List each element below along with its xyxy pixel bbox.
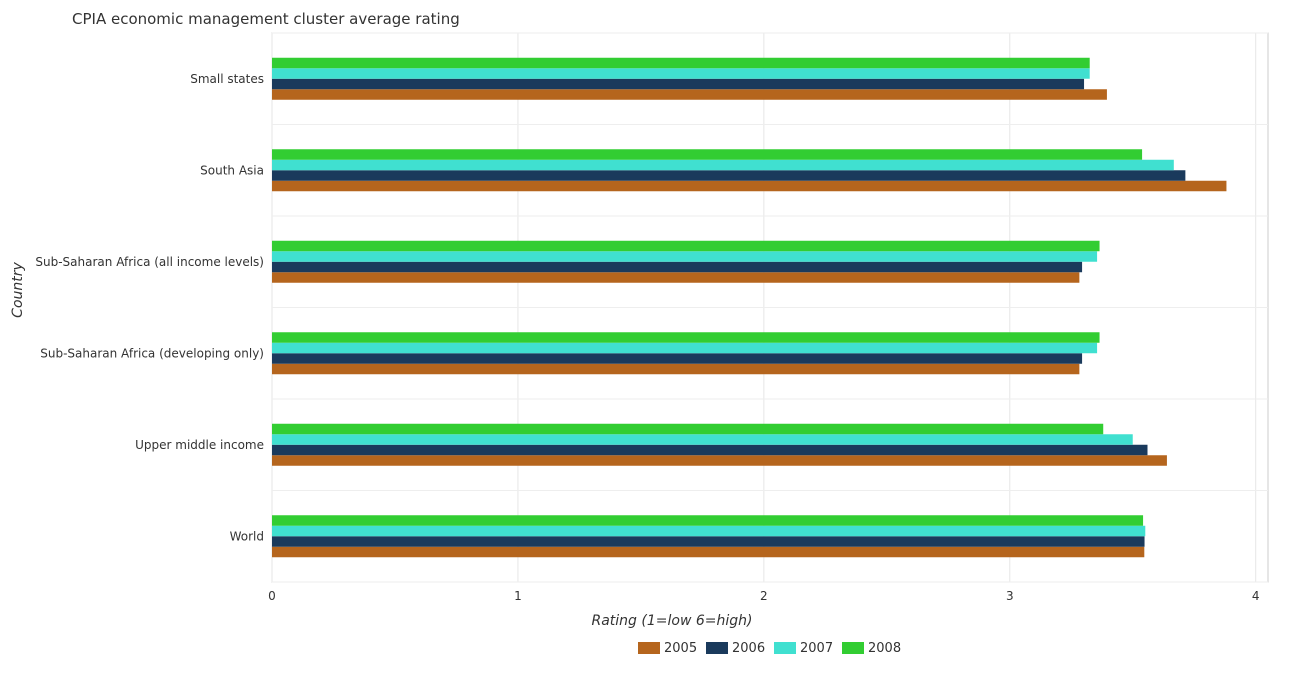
y-tick-labels: Small states South Asia Sub-Saharan Africa…: [35, 72, 264, 544]
bar-2006: [272, 444, 1148, 456]
bar-2008: [272, 423, 1104, 435]
legend-swatch: [706, 642, 728, 654]
x-tick-label: 1: [514, 589, 522, 603]
bar-2006: [272, 170, 1186, 181]
chart-title: CPIA economic management cluster average…: [72, 10, 460, 28]
plot-area: [271, 32, 1269, 583]
bar-2005: [272, 272, 1080, 283]
bar-2006: [272, 536, 1145, 547]
x-axis-title: Rating (1=low 6=high): [592, 613, 753, 629]
x-tick-label: 3: [1006, 589, 1014, 603]
bar-2008: [272, 515, 1144, 526]
legend: 2005 2006 2007 2008: [638, 641, 901, 656]
x-tick-label: 4: [1252, 589, 1260, 603]
bar-2006: [272, 353, 1083, 364]
bar-2006: [272, 78, 1085, 90]
bar-2005: [272, 363, 1080, 375]
bar-2007: [272, 525, 1146, 537]
legend-swatch: [842, 642, 864, 654]
bar-2008: [272, 240, 1100, 252]
bar-2007: [272, 434, 1133, 445]
y-tick-label: Sub-Saharan Africa (developing only): [40, 346, 264, 360]
y-tick-label: Small states: [190, 72, 264, 86]
x-tick-labels: 0 1 2 3 4: [268, 589, 1259, 603]
bar-2005: [272, 455, 1167, 466]
bar-2008: [272, 332, 1100, 343]
bar-2005: [272, 180, 1227, 192]
x-tick-label: 0: [268, 589, 276, 603]
legend-label: 2005: [664, 641, 697, 656]
bar-2007: [272, 251, 1098, 262]
y-tick-label: Upper middle income: [135, 438, 264, 452]
bar-2007: [272, 159, 1174, 171]
bar-2008: [272, 149, 1143, 160]
legend-swatch: [774, 642, 796, 654]
bar-2005: [272, 546, 1145, 558]
bar-2006: [272, 261, 1083, 273]
y-tick-label: World: [230, 529, 264, 543]
legend-label: 2007: [800, 641, 833, 656]
legend-swatch: [638, 642, 660, 654]
bar-2007: [272, 342, 1098, 354]
bar-2007: [272, 68, 1090, 79]
x-tick-label: 2: [760, 589, 768, 603]
bar-2005: [272, 89, 1107, 100]
y-axis-title: Country: [10, 261, 26, 317]
y-tick-label: South Asia: [200, 163, 264, 177]
legend-label: 2006: [732, 641, 765, 656]
y-tick-label: Sub-Saharan Africa (all income levels): [35, 255, 264, 269]
legend-label: 2008: [868, 641, 901, 656]
bar-2008: [272, 57, 1090, 69]
